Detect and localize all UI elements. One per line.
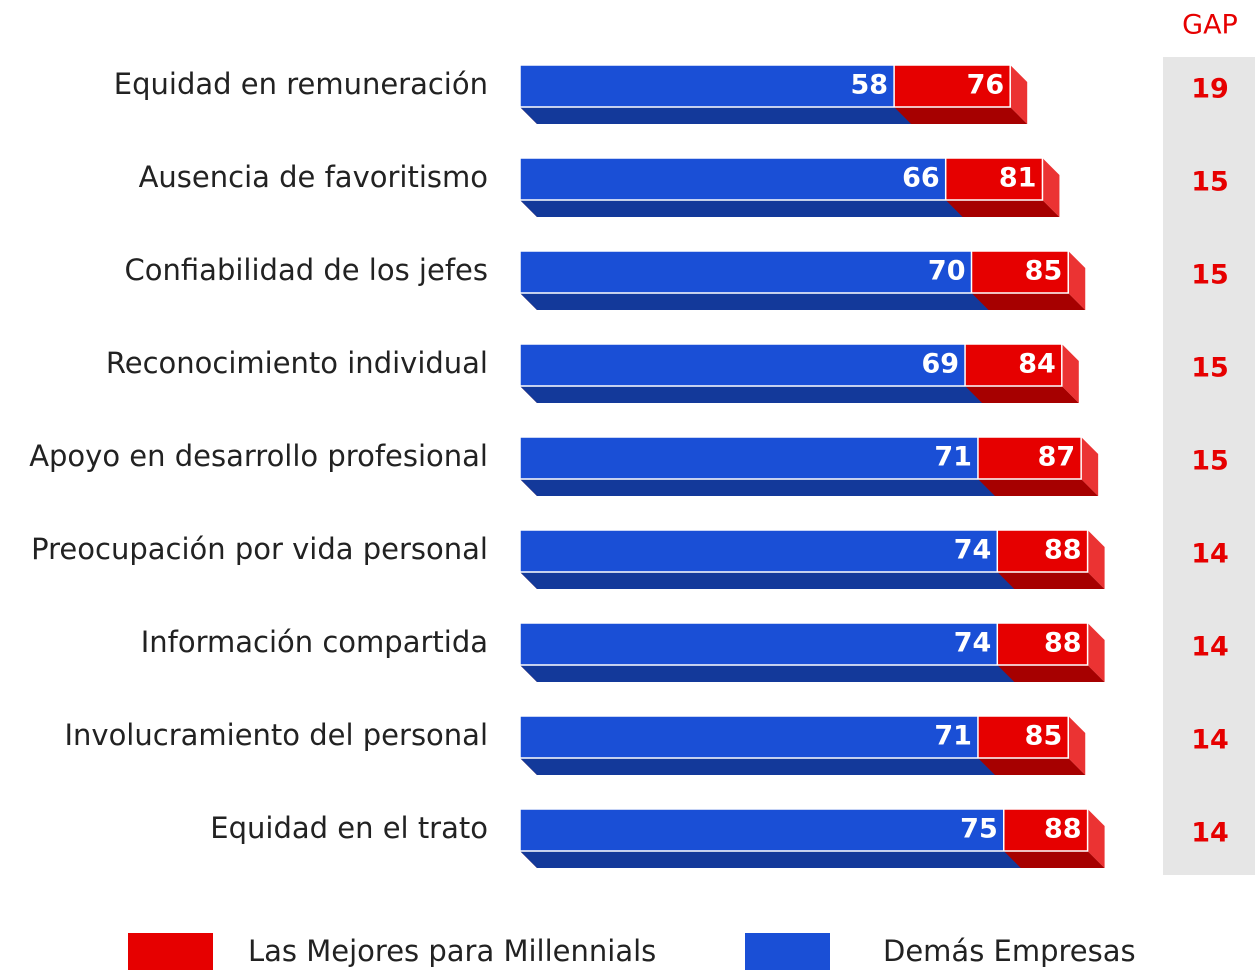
bar-side	[1010, 65, 1028, 124]
bar-side	[1087, 809, 1105, 868]
bar-side	[1061, 344, 1079, 403]
gap-value: 15	[1191, 260, 1229, 291]
value-label: 75	[960, 814, 998, 845]
bar-bottom	[520, 293, 989, 310]
value-label: 85	[1025, 721, 1063, 752]
bar	[519, 250, 973, 294]
category-label: Confiabilidad de los jefes	[125, 253, 488, 287]
category-label: Equidad en el trato	[210, 811, 488, 845]
legend-swatch	[128, 933, 213, 970]
value-label: 71	[934, 721, 972, 752]
gap-value: 14	[1191, 632, 1229, 663]
bar-side	[1068, 251, 1086, 310]
gap-value: 15	[1191, 353, 1229, 384]
category-label: Ausencia de favoritismo	[139, 160, 488, 194]
bar-side	[1068, 716, 1086, 775]
gap-title: GAP	[1182, 10, 1238, 41]
bar-bottom	[520, 851, 1021, 868]
value-label: 88	[1044, 628, 1082, 659]
gap-value: 14	[1191, 818, 1229, 849]
value-label: 85	[1025, 256, 1063, 287]
category-label: Apoyo en desarrollo profesional	[29, 439, 488, 473]
legend-swatch	[745, 933, 830, 970]
value-label: 70	[928, 256, 966, 287]
bar-side	[1087, 623, 1105, 682]
bar-bottom	[520, 479, 995, 496]
gap-value: 14	[1191, 539, 1229, 570]
gap-value: 14	[1191, 725, 1229, 756]
value-label: 88	[1044, 535, 1082, 566]
value-label: 88	[1044, 814, 1082, 845]
bar-side	[1081, 437, 1099, 496]
bar-side	[1042, 158, 1060, 217]
bar-side	[1087, 530, 1105, 589]
bar	[519, 343, 966, 387]
gap-column	[1163, 57, 1255, 875]
bar	[519, 715, 979, 759]
gap-value: 15	[1191, 446, 1229, 477]
value-label: 74	[954, 535, 992, 566]
bar	[519, 64, 895, 108]
bar-bottom	[520, 665, 1015, 682]
value-label: 58	[851, 70, 889, 101]
bar-bottom	[520, 572, 1015, 589]
bar-bottom	[520, 758, 995, 775]
bar-bottom	[520, 200, 963, 217]
gap-value: 19	[1191, 74, 1229, 105]
bar	[519, 157, 947, 201]
bar	[519, 622, 999, 666]
category-label: Reconocimiento individual	[106, 346, 488, 380]
value-label: 71	[934, 442, 972, 473]
category-label: Preocupación por vida personal	[31, 532, 488, 566]
value-label: 84	[1018, 349, 1056, 380]
value-label: 87	[1038, 442, 1076, 473]
bar	[519, 808, 1005, 852]
value-label: 74	[954, 628, 992, 659]
value-label: 66	[902, 163, 940, 194]
bar-bottom	[520, 386, 983, 403]
gap-value: 15	[1191, 167, 1229, 198]
value-label: 76	[967, 70, 1005, 101]
bar-bottom	[520, 107, 912, 124]
bar	[519, 529, 999, 573]
value-label: 69	[921, 349, 959, 380]
category-label: Información compartida	[141, 625, 488, 659]
bar	[519, 436, 979, 480]
legend-label: Demás Empresas	[883, 934, 1136, 968]
value-label: 81	[999, 163, 1037, 194]
category-label: Involucramiento del personal	[64, 718, 488, 752]
legend-label: Las Mejores para Millennials	[248, 934, 656, 968]
category-label: Equidad en remuneración	[114, 67, 488, 101]
